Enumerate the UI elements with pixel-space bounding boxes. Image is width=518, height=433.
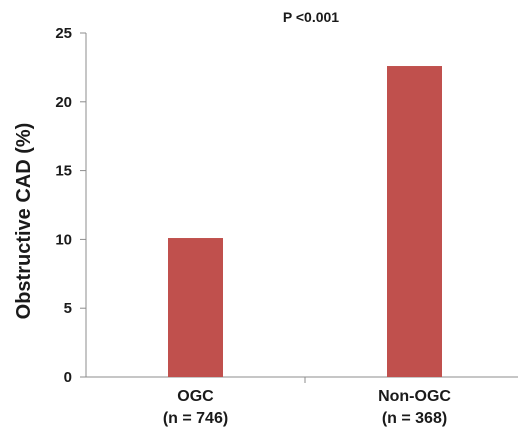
bar-1 <box>387 66 442 378</box>
bar-series <box>168 66 442 378</box>
y-tick-label-0: 0 <box>64 369 72 386</box>
x-category-label-1-line-0: Non-OGC <box>378 388 451 405</box>
y-axis-ticks: 0 5 10 15 20 25 <box>55 25 86 386</box>
x-category-label-1-line-1: (n = 368) <box>382 410 447 427</box>
y-tick-label-3: 15 <box>55 163 72 180</box>
p-value-annotation: P <0.001 <box>283 9 339 25</box>
y-tick-label-2: 10 <box>55 231 72 248</box>
plot-area <box>85 33 518 378</box>
bar-0 <box>168 238 223 377</box>
x-category-label-0-line-0: OGC <box>177 388 214 405</box>
y-tick-label-5: 25 <box>55 25 72 42</box>
y-axis-title: Obstructive CAD (%) <box>13 123 35 320</box>
category-labels: OGC (n = 746) Non-OGC (n = 368) <box>163 388 452 427</box>
y-tick-label-4: 20 <box>55 94 72 111</box>
x-category-label-0-line-1: (n = 746) <box>163 410 228 427</box>
y-tick-label-1: 5 <box>64 300 72 317</box>
